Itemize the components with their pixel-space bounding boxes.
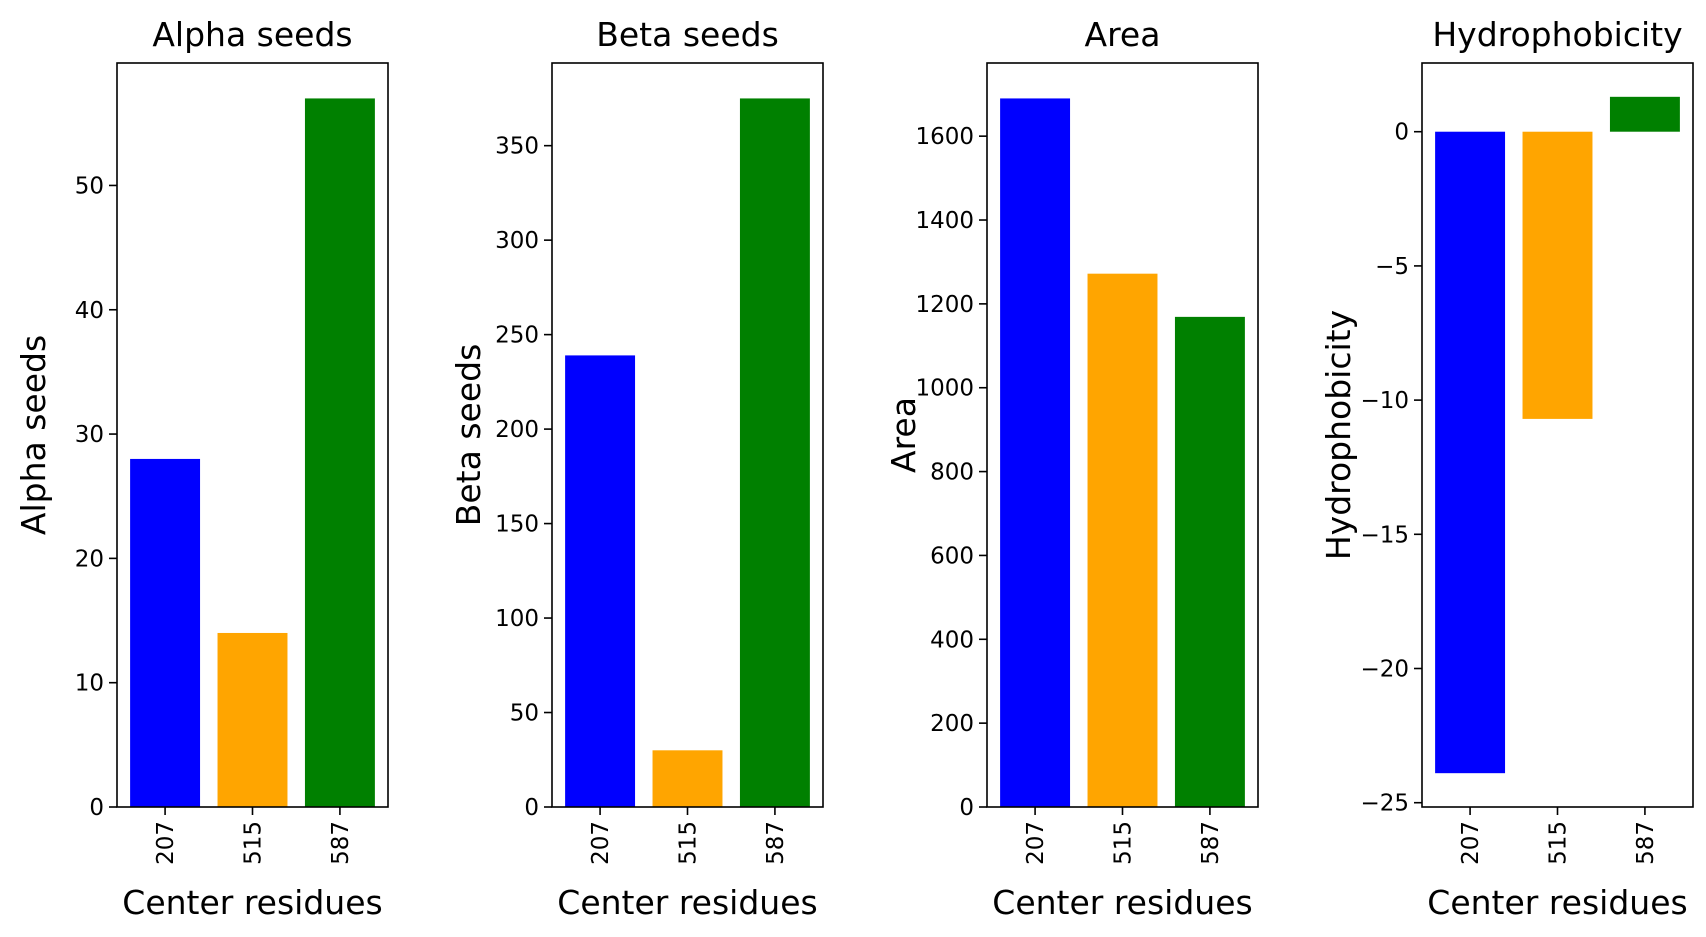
x-tick-label: 587 — [1198, 821, 1224, 865]
y-tick-label: −10 — [1360, 388, 1409, 414]
y-tick-label: 300 — [495, 228, 539, 254]
y-tick-label: 30 — [75, 422, 104, 448]
y-axis-label: Alpha seeds — [14, 335, 53, 535]
x-tick-label: 207 — [588, 821, 614, 865]
bar-515 — [1087, 273, 1158, 807]
y-tick-label: 400 — [930, 627, 974, 653]
x-tick-label: 515 — [1546, 821, 1572, 865]
y-tick-label: 150 — [495, 512, 539, 538]
x-tick-label: 515 — [1111, 821, 1137, 865]
y-tick-label: 800 — [930, 460, 974, 486]
x-tick-label: 587 — [328, 821, 354, 865]
y-tick-label: 50 — [75, 173, 104, 199]
bar-587 — [1174, 316, 1245, 807]
x-tick-label: 207 — [1023, 821, 1049, 865]
chart-panel-1: 0 10 20 30 40 50 207 515 587 Alpha seeds Center re… — [14, 15, 389, 922]
bar-207 — [130, 458, 201, 807]
bar-207 — [1000, 98, 1071, 808]
x-axis-label: Center residues — [122, 883, 382, 922]
y-tick-label: −15 — [1360, 522, 1409, 548]
bar-515 — [217, 632, 288, 807]
y-tick-label: 1600 — [915, 124, 974, 150]
y-axis-label: Hydrophobicity — [1319, 310, 1358, 560]
chart-title: Beta seeds — [596, 15, 779, 54]
y-tick-label: 200 — [930, 711, 974, 737]
y-tick-label: −20 — [1360, 657, 1409, 683]
chart-title: Alpha seeds — [152, 15, 352, 54]
chart-panel-2: 0 50 100 150 200 250 300 350 207 515 587 Beta seeds… — [449, 15, 824, 922]
y-tick-label: 0 — [959, 795, 974, 821]
x-axis-label: Center residues — [1427, 883, 1687, 922]
y-tick-label: 0 — [524, 795, 539, 821]
y-tick-label: −5 — [1375, 254, 1409, 280]
bar-515 — [1522, 131, 1593, 419]
bar-207 — [565, 355, 636, 807]
x-tick-label: 207 — [1458, 821, 1484, 865]
x-tick-label: 587 — [1633, 821, 1659, 865]
y-tick-label: 100 — [495, 606, 539, 632]
x-axis-label: Center residues — [557, 883, 817, 922]
x-tick-label: 515 — [241, 821, 267, 865]
y-tick-label: 40 — [75, 298, 104, 324]
y-axis-label: Beta seeds — [449, 344, 488, 527]
y-tick-label: 0 — [89, 795, 104, 821]
x-tick-label: 207 — [153, 821, 179, 865]
y-tick-label: 600 — [930, 543, 974, 569]
y-tick-label: 200 — [495, 417, 539, 443]
bar-207 — [1435, 131, 1506, 774]
chart-title: Hydrophobicity — [1432, 15, 1682, 54]
y-tick-label: 10 — [75, 671, 104, 697]
x-tick-label: 587 — [763, 821, 789, 865]
y-tick-label: 0 — [1394, 120, 1409, 146]
y-tick-label: 1200 — [915, 292, 974, 318]
chart-panel-4: 0 −5 −10 −15 −20 −25 207 515 587 Hydrophobicity Ce… — [1319, 15, 1694, 922]
y-tick-label: 50 — [510, 701, 539, 727]
y-tick-label: 250 — [495, 323, 539, 349]
x-tick-label: 515 — [676, 821, 702, 865]
bar-587 — [739, 98, 810, 808]
bar-515 — [652, 750, 723, 807]
x-axis-label: Center residues — [992, 883, 1252, 922]
y-tick-label: 1400 — [915, 208, 974, 234]
y-axis-label: Area — [884, 397, 923, 473]
bar-587 — [304, 98, 375, 808]
chart-panel-3: 0 200 400 600 800 1000 1200 1400 1600 207 515 587 Ar… — [884, 15, 1259, 922]
y-tick-label: 350 — [495, 134, 539, 160]
y-tick-label: 1000 — [915, 376, 974, 402]
y-tick-label: 20 — [75, 546, 104, 572]
bar-587 — [1609, 96, 1680, 132]
chart-title: Area — [1085, 15, 1161, 54]
y-tick-label: −25 — [1360, 791, 1409, 817]
